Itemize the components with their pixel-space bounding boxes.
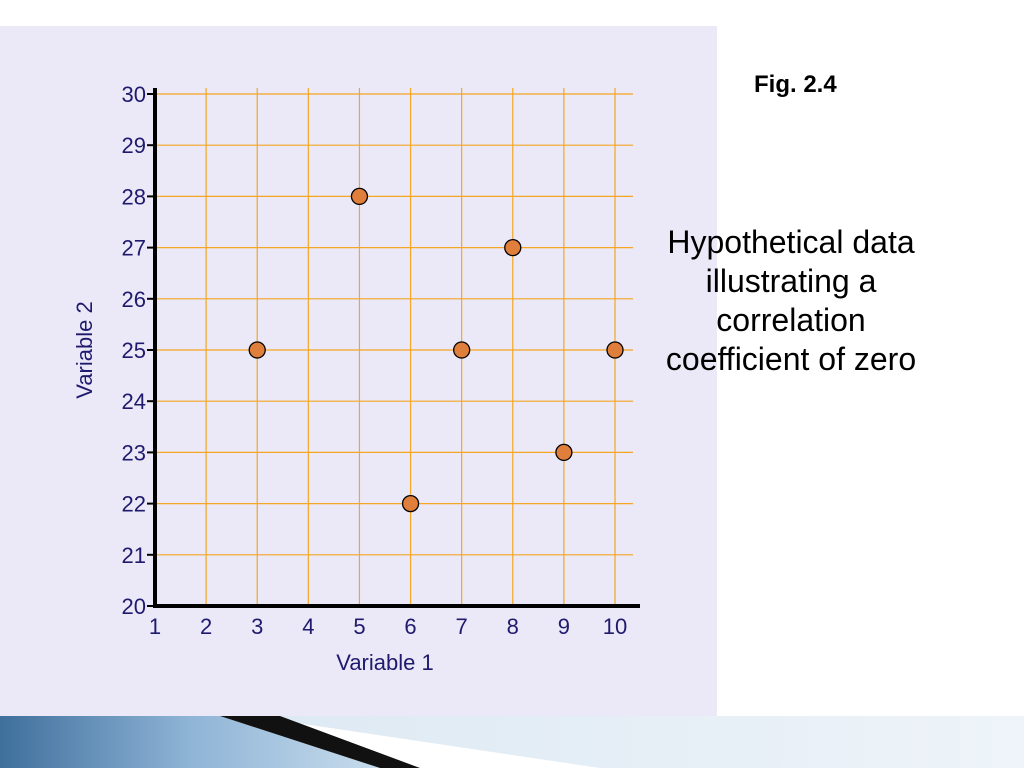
footer-decoration [0, 716, 1024, 768]
y-tick-label: 28 [122, 184, 146, 209]
x-tick-label: 9 [558, 614, 570, 639]
x-tick-label: 6 [404, 614, 416, 639]
data-point [350, 187, 369, 206]
footer-blue-band [0, 716, 380, 768]
x-tick-label: 8 [507, 614, 519, 639]
data-point [555, 443, 573, 462]
y-axis-label: Variable 2 [72, 301, 97, 398]
x-axis-label: Variable 1 [336, 650, 433, 675]
x-tick-label: 1 [149, 614, 161, 639]
data-points [248, 187, 624, 513]
y-tick-label: 24 [122, 389, 146, 414]
y-tick-label: 29 [122, 133, 146, 158]
x-tick-label: 4 [302, 614, 314, 639]
footer-light-band [250, 716, 1024, 768]
y-tick-label: 21 [122, 543, 146, 568]
x-tick-label: 2 [200, 614, 212, 639]
axes [147, 88, 640, 608]
data-point [248, 341, 266, 359]
footer-dark-stripe [220, 716, 420, 768]
grid-lines [155, 88, 633, 606]
y-tick-label: 23 [122, 440, 146, 465]
data-point [504, 238, 522, 257]
y-tick-label: 22 [122, 492, 146, 517]
figure-caption: Hypothetical data illustrating a correla… [665, 224, 917, 377]
x-tick-label: 3 [251, 614, 263, 639]
x-tick-label: 10 [603, 614, 627, 639]
data-point [401, 494, 420, 513]
x-tick-label: 5 [353, 614, 365, 639]
figure-label: Fig. 2.4 [754, 71, 837, 98]
y-tick-label: 26 [122, 287, 146, 312]
y-tick-label: 27 [122, 236, 146, 261]
y-tick-label: 30 [122, 82, 146, 107]
y-tick-label: 20 [122, 594, 146, 619]
chart-panel: 20 21 22 23 24 25 26 27 28 29 30 1 2 3 4 5 6 7 8 9 10 Variab… [0, 26, 717, 716]
x-tick-label: 7 [456, 614, 468, 639]
y-tick-label: 25 [122, 338, 146, 363]
data-point [606, 341, 624, 359]
data-point [453, 341, 471, 359]
